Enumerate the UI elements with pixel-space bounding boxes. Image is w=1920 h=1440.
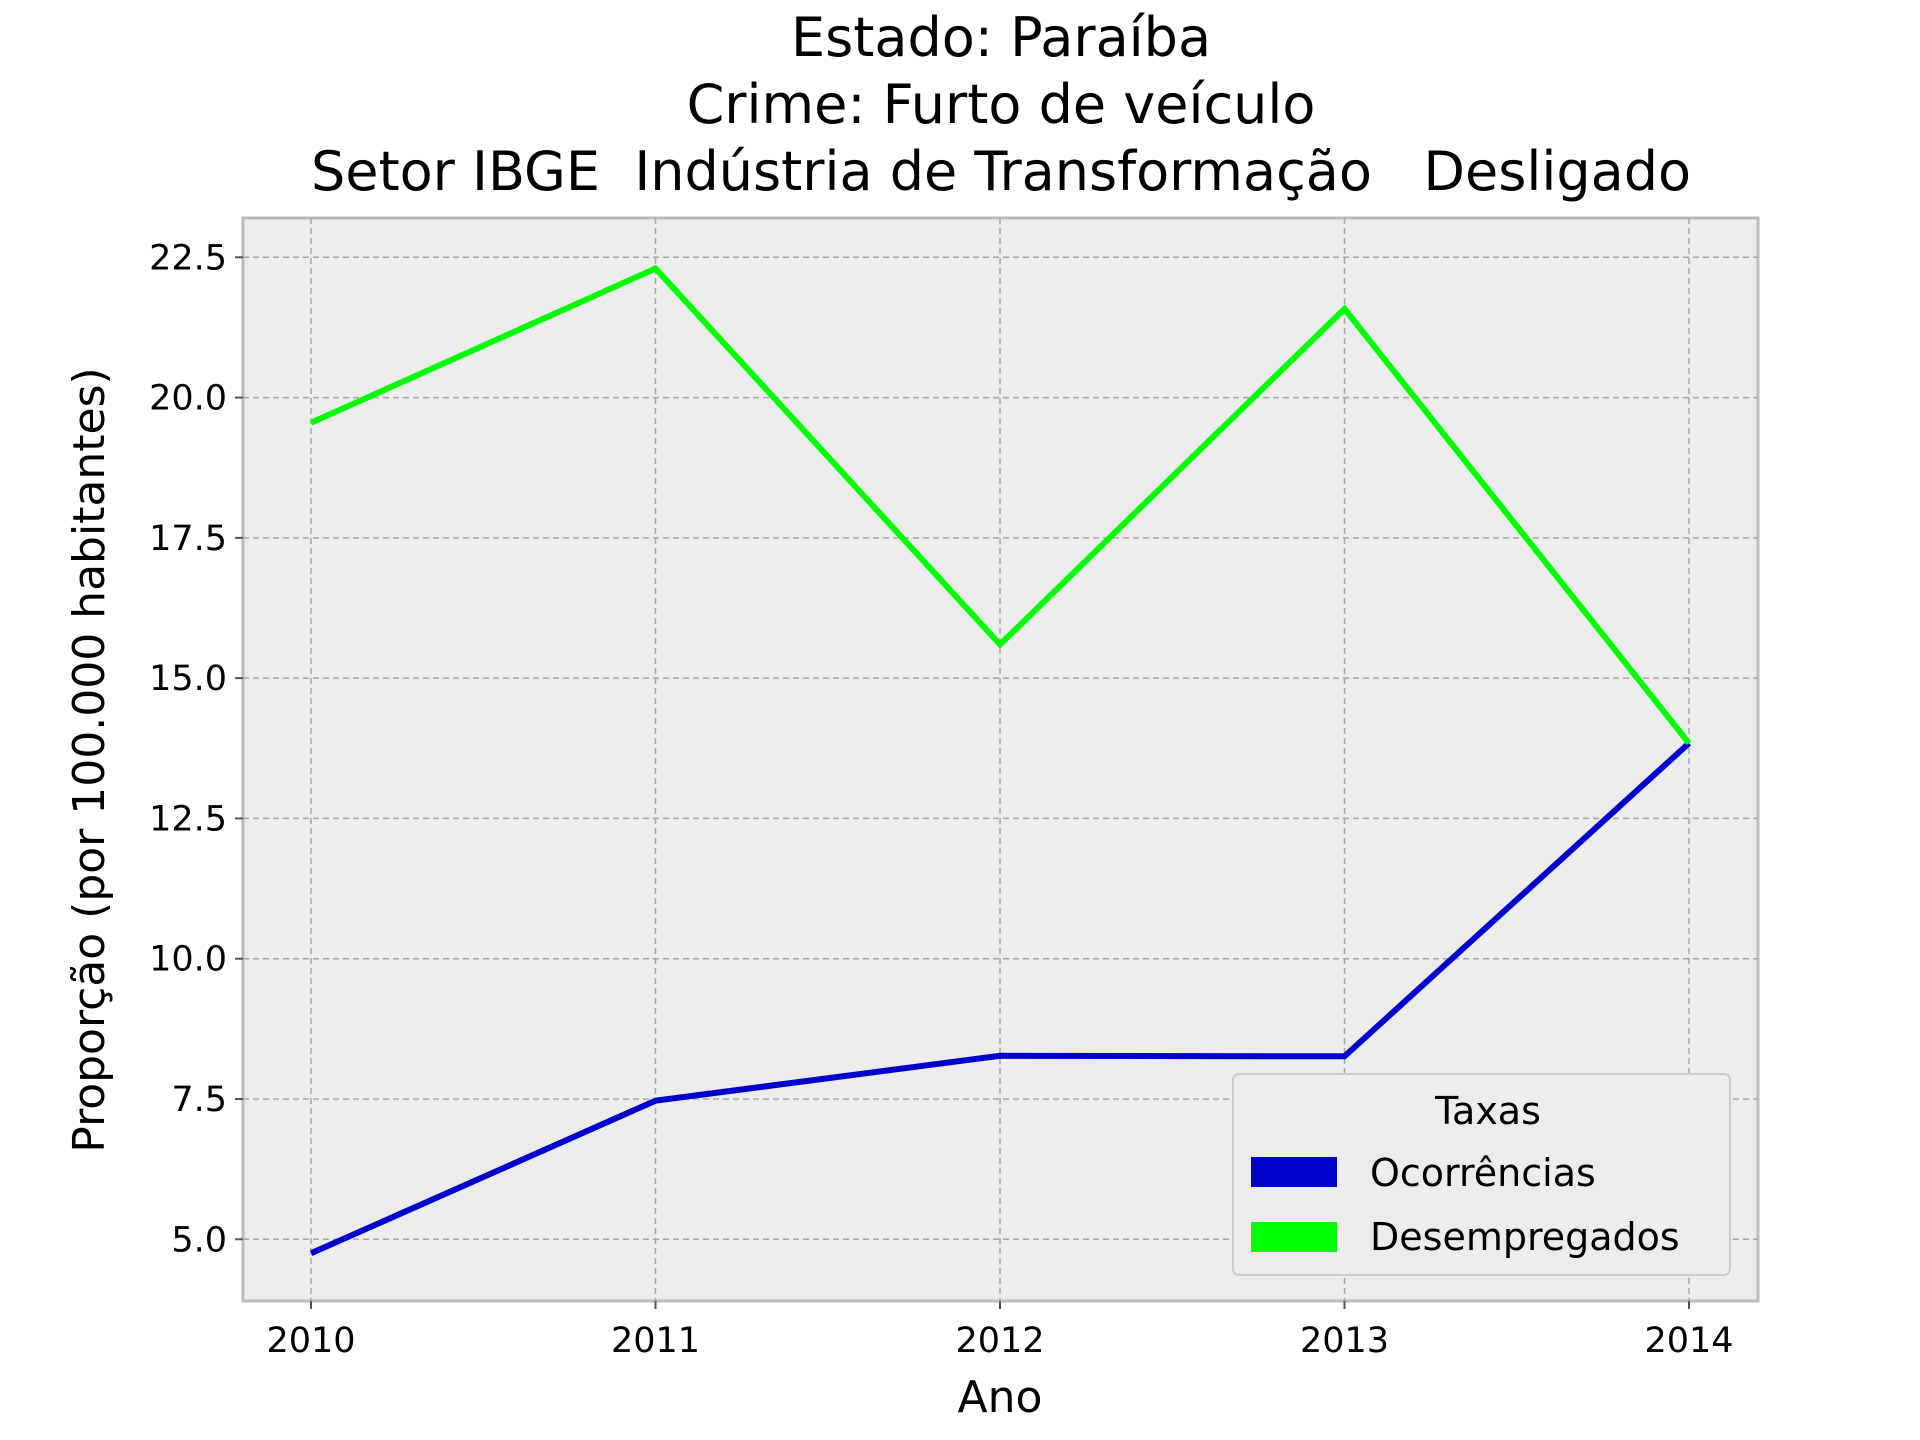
legend-box bbox=[1232, 1073, 1731, 1276]
y-tick-label: 15.0 bbox=[149, 659, 227, 699]
x-tick-label: 2010 bbox=[266, 1321, 355, 1361]
title-line-2: Crime: Furto de veículo bbox=[687, 73, 1316, 136]
legend-label-desempregados: Desempregados bbox=[1370, 1215, 1680, 1259]
legend: Taxas Ocorrências Desempregados bbox=[1232, 1073, 1731, 1276]
y-axis-label: Proporção (por 100.000 habitantes) bbox=[64, 367, 115, 1152]
legend-title: Taxas bbox=[1434, 1089, 1541, 1133]
legend-swatch-desempregados bbox=[1251, 1222, 1337, 1252]
y-tick-label: 22.5 bbox=[149, 238, 227, 278]
series-line-ocorrencias bbox=[309, 740, 1692, 1257]
title-line-1: Estado: Paraíba bbox=[791, 6, 1211, 69]
y-tick-label: 12.5 bbox=[149, 799, 227, 839]
legend-label-ocorrencias: Ocorrências bbox=[1370, 1151, 1596, 1195]
y-tick-label: 10.0 bbox=[149, 940, 227, 980]
legend-swatch-ocorrencias bbox=[1251, 1157, 1337, 1187]
x-tick-label: 2012 bbox=[955, 1321, 1044, 1361]
axis-ticks: 2010 2011 2012 2013 2014 5.0 7.5 10.0 12.5 15.0 17… bbox=[149, 238, 1733, 1361]
chart-title: Estado: Paraíba Crime: Furto de veículo … bbox=[311, 6, 1691, 203]
x-tick-label: 2014 bbox=[1644, 1321, 1733, 1361]
x-axis-label: Ano bbox=[958, 1372, 1043, 1423]
series bbox=[309, 264, 1692, 1257]
title-line-3: Setor IBGE Indústria de Transformação De… bbox=[311, 140, 1691, 203]
y-tick-label: 5.0 bbox=[171, 1220, 227, 1260]
y-tick-label: 20.0 bbox=[149, 379, 227, 419]
series-line-desempregados bbox=[309, 264, 1692, 746]
y-tick-label: 7.5 bbox=[171, 1080, 227, 1120]
x-tick-label: 2013 bbox=[1300, 1321, 1389, 1361]
y-tick-label: 17.5 bbox=[149, 519, 227, 559]
x-tick-label: 2011 bbox=[611, 1321, 700, 1361]
